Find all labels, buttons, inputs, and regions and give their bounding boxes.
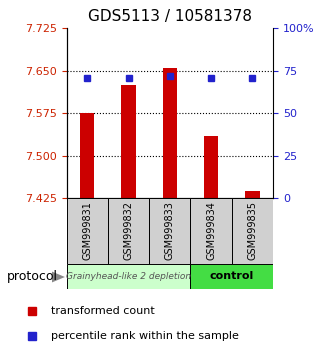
Bar [232, 198, 273, 264]
Text: GSM999833: GSM999833 [165, 201, 175, 261]
Text: GSM999835: GSM999835 [247, 201, 257, 261]
Bar [80, 113, 95, 198]
Bar [121, 85, 136, 198]
Text: GSM999832: GSM999832 [124, 201, 134, 261]
Bar [245, 191, 260, 198]
Bar [67, 198, 108, 264]
Bar [163, 68, 177, 198]
Text: GSM999834: GSM999834 [206, 201, 216, 261]
Bar [108, 198, 149, 264]
Bar [190, 198, 232, 264]
Title: GDS5113 / 10581378: GDS5113 / 10581378 [88, 9, 252, 24]
Bar [204, 136, 218, 198]
Bar [190, 264, 273, 289]
Text: control: control [210, 271, 254, 281]
Bar [67, 264, 190, 289]
Text: Grainyhead-like 2 depletion: Grainyhead-like 2 depletion [66, 272, 191, 281]
Text: percentile rank within the sample: percentile rank within the sample [51, 331, 239, 341]
Text: transformed count: transformed count [51, 306, 155, 316]
Bar [149, 198, 190, 264]
Polygon shape [52, 272, 65, 282]
Text: protocol: protocol [7, 270, 58, 283]
Text: GSM999831: GSM999831 [82, 201, 92, 261]
